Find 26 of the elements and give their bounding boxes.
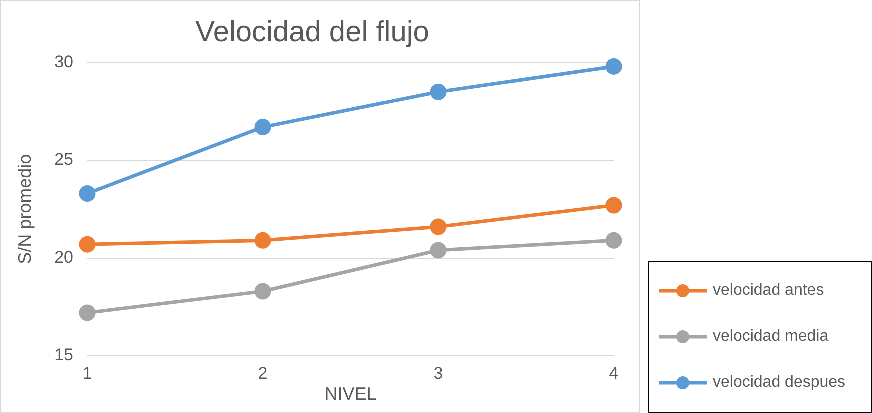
point	[79, 236, 96, 253]
point	[79, 186, 96, 202]
point	[430, 242, 447, 259]
legend-label: velocidad antes	[713, 282, 824, 300]
point	[430, 84, 447, 100]
point	[430, 218, 447, 236]
x-tick-label: 4	[609, 364, 619, 383]
y-axis-title: S/N promedio	[14, 154, 35, 264]
point	[254, 119, 272, 136]
point	[79, 304, 96, 322]
x-tick-label: 2	[258, 364, 268, 383]
legend-label: velocidad despues	[713, 374, 846, 392]
chart-title: Velocidad del flujo	[196, 16, 430, 48]
legend-label: velocidad media	[713, 328, 829, 346]
y-tick-label: 15	[54, 346, 74, 365]
y-tick-label: 25	[54, 150, 74, 170]
x-tick-label: 3	[434, 364, 444, 383]
x-axis-title: NIVEL	[324, 384, 377, 404]
point	[606, 232, 622, 249]
point	[254, 283, 272, 300]
point	[254, 232, 272, 249]
y-tick-label: 20	[54, 248, 74, 267]
point	[606, 58, 622, 75]
y-tick-label: 30	[54, 52, 74, 72]
point	[606, 197, 622, 214]
x-tick-label: 1	[82, 364, 92, 383]
